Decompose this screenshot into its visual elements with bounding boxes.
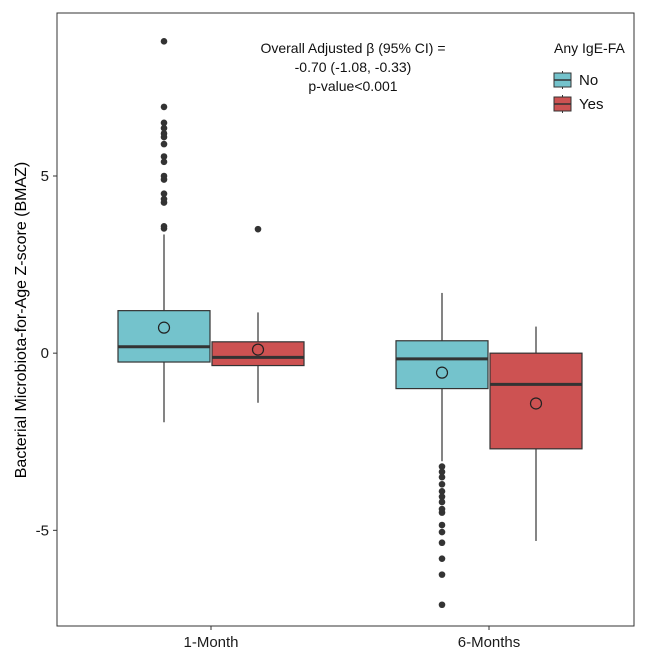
y-tick-label: 0 <box>41 345 49 362</box>
annotation-line-2: -0.70 (-1.08, -0.33) <box>295 59 412 75</box>
outlier-point <box>438 509 446 516</box>
x-tick-label: 1-Month <box>183 634 238 648</box>
outlier-point <box>438 528 446 536</box>
outlier-point <box>438 468 446 476</box>
y-tick-label: 5 <box>41 168 49 185</box>
legend-title: Any IgE-FA <box>554 40 625 56</box>
outlier-point <box>160 130 168 137</box>
outlier-point <box>160 158 168 166</box>
outlier-point <box>438 498 446 506</box>
outlier-point <box>438 555 446 562</box>
box-no-2 <box>395 340 489 390</box>
x-tick-label: 6-Months <box>458 634 521 648</box>
outlier-point <box>438 539 446 547</box>
y-axis-title: Bacterial Microbiota-for-Age Z-score (BM… <box>13 162 30 479</box>
outlier-point <box>160 153 168 160</box>
box-yes-2 <box>489 352 583 450</box>
outlier-point <box>160 190 168 198</box>
y-tick-label: -5 <box>36 522 49 539</box>
outlier-point <box>438 473 446 481</box>
outlier-point <box>438 488 446 495</box>
outlier-point <box>254 225 262 233</box>
outlier-point <box>160 103 168 111</box>
plot-panel <box>56 12 635 627</box>
mean-marker <box>435 366 449 379</box>
annotation-line-1: Overall Adjusted β (95% CI) = <box>260 40 445 56</box>
outlier-point <box>160 223 168 230</box>
outlier-point <box>438 601 446 609</box>
box-no-1 <box>117 310 211 363</box>
legend-label-no: No <box>579 72 598 89</box>
outlier-point <box>160 38 168 45</box>
outlier-point <box>438 480 446 488</box>
annotation-line-3: p-value<0.001 <box>308 78 397 94</box>
outlier-point <box>160 140 168 148</box>
outlier-point <box>438 521 446 529</box>
mean-marker <box>529 397 543 410</box>
outlier-point <box>160 124 168 132</box>
outlier-point <box>438 493 446 500</box>
plot-layer: -5 0 5 1-Month 6-Months <box>36 12 635 648</box>
outlier-point <box>438 571 446 578</box>
legend-label-yes: Yes <box>579 96 603 113</box>
outlier-point <box>160 195 168 203</box>
box-yes-1 <box>211 341 305 367</box>
outlier-point <box>438 463 446 470</box>
mean-marker <box>251 343 265 356</box>
outlier-point <box>160 119 168 127</box>
mean-marker <box>157 321 171 334</box>
legend: Any IgE-FA No Yes <box>553 40 625 113</box>
outlier-point <box>160 172 168 180</box>
